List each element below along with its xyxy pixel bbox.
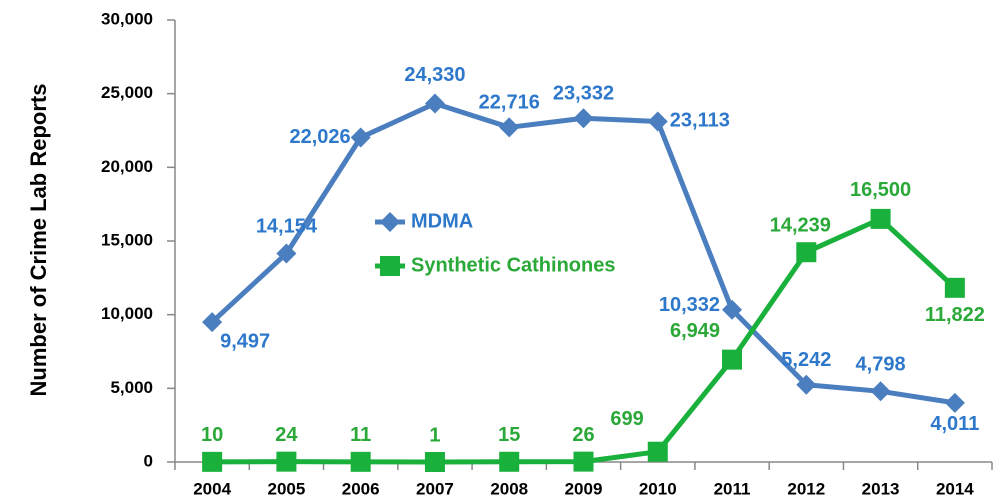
data-label: 4,798 xyxy=(856,354,906,376)
data-label: 16,500 xyxy=(850,179,911,201)
x-tick-label: 2006 xyxy=(342,479,380,498)
data-point xyxy=(870,208,891,229)
data-label: 15 xyxy=(498,424,520,446)
data-label: 4,011 xyxy=(930,413,979,435)
data-label: 22,026 xyxy=(290,126,351,148)
data-label: 10,332 xyxy=(659,294,720,316)
data-label: 9,497 xyxy=(220,330,270,352)
data-point xyxy=(944,392,965,413)
data-point xyxy=(796,242,817,263)
data-point xyxy=(870,381,891,402)
data-point xyxy=(202,312,223,333)
data-label: 23,113 xyxy=(670,110,730,132)
data-point xyxy=(722,299,743,320)
x-tick-label: 2013 xyxy=(862,479,900,498)
y-tick-label: 20,000 xyxy=(101,157,153,176)
data-point xyxy=(424,93,445,114)
legend-marker xyxy=(380,256,400,276)
series-line xyxy=(210,101,956,406)
data-label: 10 xyxy=(201,424,223,446)
y-tick-label: 15,000 xyxy=(101,230,153,249)
x-tick-label: 2005 xyxy=(267,479,305,498)
legend-label: Synthetic Cathinones xyxy=(411,254,615,276)
data-label: 22,716 xyxy=(479,92,540,114)
data-point xyxy=(647,111,668,132)
x-tick-label: 2004 xyxy=(193,479,231,498)
data-point xyxy=(350,127,371,148)
x-tick-label: 2008 xyxy=(490,479,528,498)
data-point xyxy=(499,117,520,138)
data-point xyxy=(796,374,817,395)
x-tick-label: 2011 xyxy=(714,479,751,498)
data-label: 5,242 xyxy=(781,349,831,371)
y-tick-label: 0 xyxy=(144,451,153,470)
data-label: 11 xyxy=(350,424,371,446)
data-point xyxy=(647,441,668,462)
data-label: 24 xyxy=(275,424,298,446)
data-point xyxy=(424,451,445,472)
data-point xyxy=(276,451,297,472)
data-point xyxy=(350,451,371,472)
x-tick-label: 2007 xyxy=(416,479,454,498)
x-tick-label: 2010 xyxy=(639,479,677,498)
legend-marker xyxy=(380,212,400,232)
data-label: 11,822 xyxy=(925,304,985,326)
data-point xyxy=(499,451,520,472)
x-tick-label: 2009 xyxy=(565,479,603,498)
x-tick-label: 2012 xyxy=(787,479,825,498)
data-point xyxy=(202,451,223,472)
data-point xyxy=(944,277,965,298)
y-tick-label: 10,000 xyxy=(101,304,153,323)
x-tick-label: 2014 xyxy=(936,479,974,498)
legend-label: MDMA xyxy=(411,210,473,232)
data-label: 699 xyxy=(610,408,643,430)
data-label: 23,332 xyxy=(553,83,614,105)
data-point xyxy=(722,349,743,370)
data-point xyxy=(276,243,297,264)
data-label: 26 xyxy=(572,424,594,446)
data-label: 1 xyxy=(429,424,440,446)
data-label: 24,330 xyxy=(404,64,465,86)
y-tick-label: 30,000 xyxy=(101,9,153,28)
y-axis-label: Number of Crime Lab Reports xyxy=(26,84,51,397)
data-label: 6,949 xyxy=(670,320,720,342)
data-label: 14,154 xyxy=(256,216,318,238)
y-tick-label: 5,000 xyxy=(110,378,153,397)
data-label: 14,239 xyxy=(770,214,831,236)
data-point xyxy=(573,451,594,472)
y-tick-label: 25,000 xyxy=(101,83,153,102)
data-point xyxy=(573,108,594,129)
